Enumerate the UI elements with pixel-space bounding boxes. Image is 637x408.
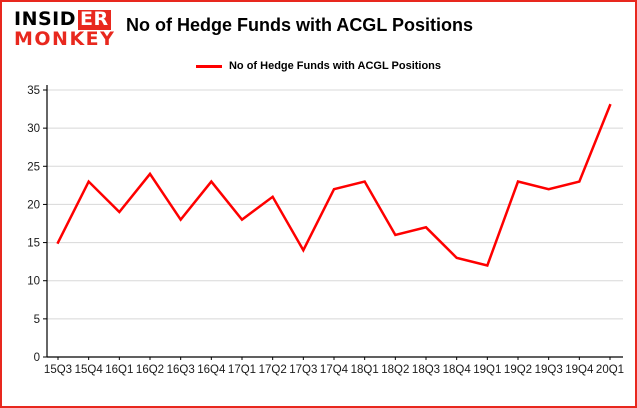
svg-text:5: 5: [34, 314, 40, 326]
svg-text:30: 30: [27, 123, 40, 135]
svg-text:18Q2: 18Q2: [381, 364, 409, 376]
svg-text:17Q4: 17Q4: [320, 364, 349, 376]
svg-text:16Q2: 16Q2: [136, 364, 164, 376]
svg-text:15Q4: 15Q4: [75, 364, 104, 376]
legend: No of Hedge Funds with ACGL Positions: [2, 60, 635, 72]
svg-text:18Q3: 18Q3: [412, 364, 440, 376]
logo-line-insider: INSID ER: [14, 8, 115, 30]
svg-text:16Q4: 16Q4: [197, 364, 226, 376]
svg-text:16Q1: 16Q1: [105, 364, 133, 376]
svg-text:20Q1: 20Q1: [596, 364, 624, 376]
svg-text:35: 35: [27, 85, 40, 97]
legend-line-sample: [195, 64, 222, 68]
svg-text:15: 15: [27, 238, 40, 250]
logo-text-insid: INSID: [14, 8, 76, 30]
svg-text:20: 20: [27, 199, 40, 211]
svg-text:15Q3: 15Q3: [44, 364, 72, 376]
svg-text:19Q2: 19Q2: [504, 364, 532, 376]
insider-monkey-logo: INSID ER MONKEY: [14, 8, 116, 50]
svg-text:19Q4: 19Q4: [565, 364, 594, 376]
logo-red-block: ER: [78, 8, 111, 30]
logo-text-monkey: MONKEY: [14, 27, 116, 50]
svg-text:17Q2: 17Q2: [259, 364, 287, 376]
svg-text:18Q4: 18Q4: [443, 364, 472, 376]
svg-text:25: 25: [27, 161, 40, 173]
svg-text:19Q1: 19Q1: [473, 364, 501, 376]
svg-text:19Q3: 19Q3: [535, 364, 563, 376]
svg-text:17Q1: 17Q1: [228, 364, 256, 376]
svg-text:17Q3: 17Q3: [289, 364, 317, 376]
chart-title: No of Hedge Funds with ACGL Positions: [126, 15, 473, 35]
svg-text:18Q1: 18Q1: [351, 364, 379, 376]
svg-text:0: 0: [34, 352, 40, 364]
svg-text:10: 10: [27, 276, 40, 288]
svg-text:16Q3: 16Q3: [167, 364, 195, 376]
legend-label: No of Hedge Funds with ACGL Positions: [228, 60, 442, 72]
